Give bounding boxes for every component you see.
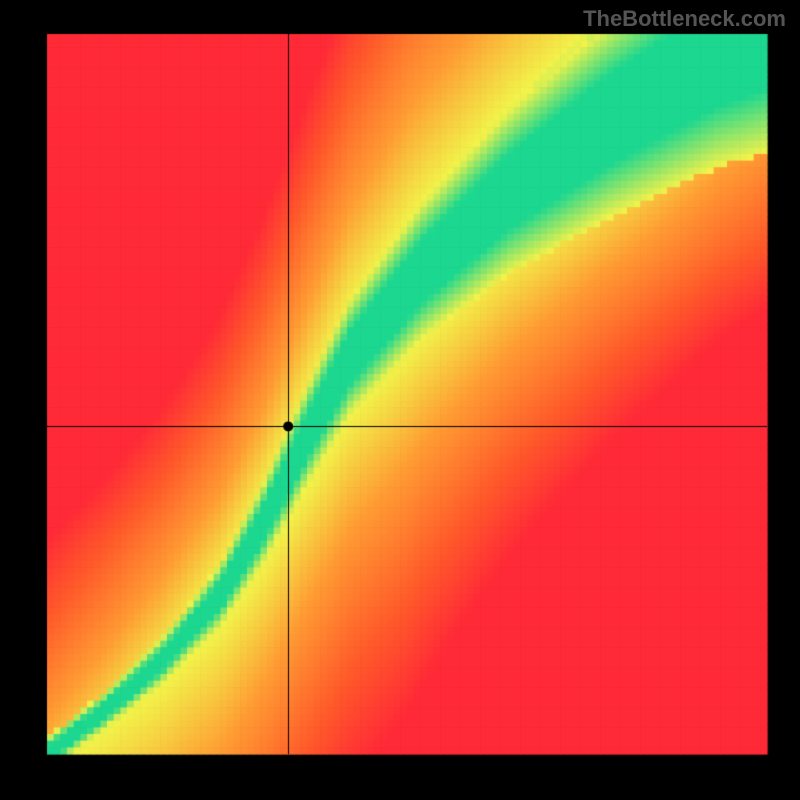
watermark-text: TheBottleneck.com xyxy=(583,6,786,32)
heatmap-canvas xyxy=(0,0,800,800)
